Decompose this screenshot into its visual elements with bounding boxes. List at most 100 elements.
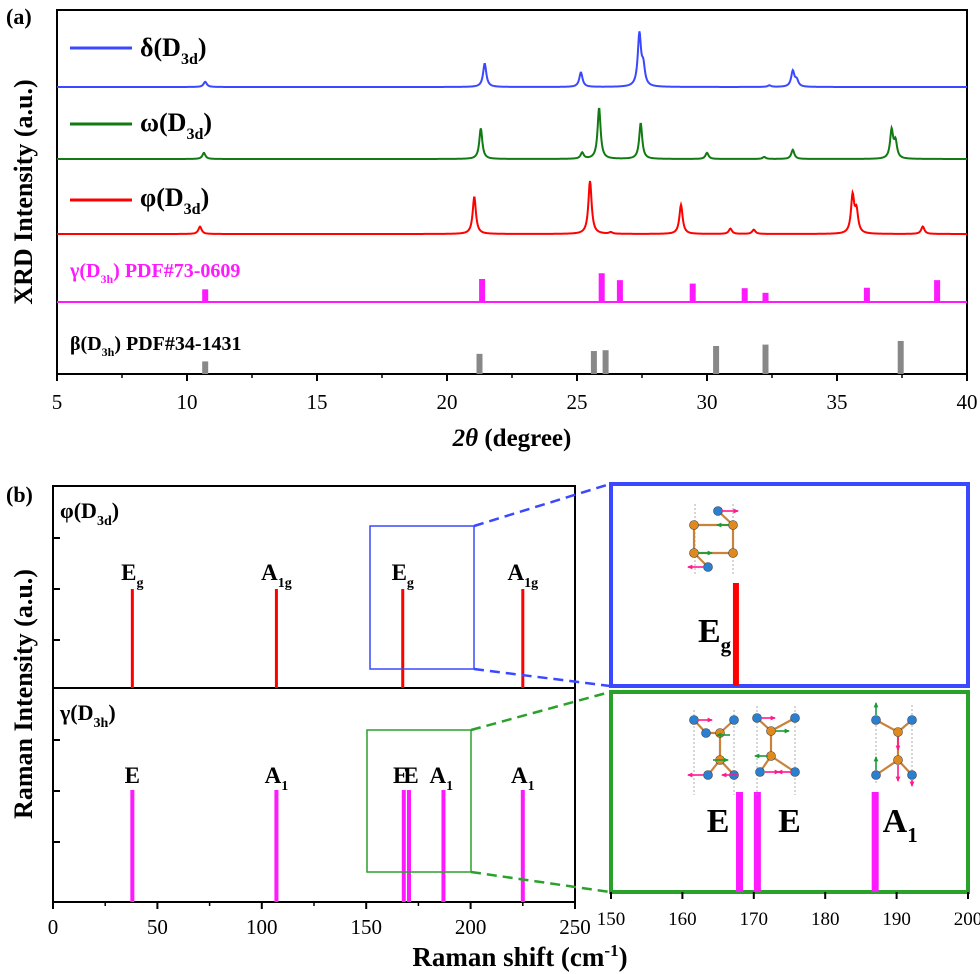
xrd-pattern-omega xyxy=(57,107,967,160)
xrd-panel: (a) 5 10 15 20 25 30 35 40 δ(D3d) ω(D3d) φ(D3d) γ(… xyxy=(6,4,978,452)
raman-gamma-mode-label: E xyxy=(393,763,408,788)
zoom-x-tick-label: 160 xyxy=(668,909,697,930)
xrd-reference-peak-gamma xyxy=(741,288,748,302)
atom xyxy=(790,713,800,723)
atom xyxy=(752,713,762,723)
displacement-arrowhead xyxy=(909,781,915,787)
displacement-arrowhead xyxy=(895,745,901,751)
raman-phi-mode-bar xyxy=(274,589,278,688)
displacement-arrowhead xyxy=(733,508,739,514)
xrd-x-tick-label: 10 xyxy=(177,390,198,414)
xrd-series xyxy=(57,31,967,374)
displacement-arrowhead xyxy=(770,715,776,721)
raman-phi-mode-label: Eg xyxy=(392,560,414,591)
raman-zoom-box-gamma xyxy=(366,729,472,873)
raman-zoom-box-phi xyxy=(369,525,475,670)
zoom-gamma-mode-bar xyxy=(736,792,744,892)
raman-x-tick-label: 0 xyxy=(48,915,59,939)
legend-label-delta: δ(D3d) xyxy=(140,33,207,68)
raman-x-tick-label: 50 xyxy=(147,915,168,939)
zoom-panel-gamma xyxy=(609,690,970,894)
raman-x-tick-label: 100 xyxy=(246,915,278,939)
raman-x-axis-label: Raman shift (cm-1) xyxy=(412,941,627,972)
xrd-reference-peak-gamma xyxy=(616,280,623,302)
xrd-reference-peak-beta xyxy=(897,340,904,374)
displacement-arrowhead xyxy=(784,728,790,734)
raman-phi-label: φ(D3d) xyxy=(60,498,119,529)
xrd-pattern-delta xyxy=(57,31,967,88)
atom xyxy=(766,726,776,736)
zoom-gamma-mode-label: A1 xyxy=(883,803,918,847)
atom xyxy=(728,548,738,558)
xrd-x-tick-label: 25 xyxy=(567,390,588,414)
xrd-pattern-phi xyxy=(57,180,967,235)
xrd-x-tick-label: 5 xyxy=(52,390,63,414)
atom xyxy=(755,767,765,777)
legend-label-phi: φ(D3d) xyxy=(140,183,209,218)
xrd-x-tick-label: 40 xyxy=(957,390,978,414)
raman-gamma-mode-bar xyxy=(407,790,412,902)
xrd-reference-peak-beta xyxy=(602,350,609,374)
raman-gamma-mode-label: A1 xyxy=(265,763,289,794)
displacement-arrowhead xyxy=(895,776,901,782)
raman-gamma-mode-bar xyxy=(274,790,279,902)
atom xyxy=(907,770,917,780)
molecule-e1-gamma xyxy=(687,710,739,795)
xrd-reference-peak-gamma xyxy=(479,279,486,302)
raman-gamma-mode-label: A1 xyxy=(430,763,454,794)
zoom-x-tick-label: 190 xyxy=(882,909,911,930)
zoom-connector xyxy=(470,870,611,894)
zoom-connector xyxy=(473,667,611,688)
atom xyxy=(871,715,881,725)
raman-x-tick-label: 200 xyxy=(455,915,487,939)
raman-gamma-mode-bar xyxy=(130,790,135,902)
displacement-arrowhead xyxy=(873,702,879,708)
atom xyxy=(790,767,800,777)
legend-label-beta: β(D3h) PDF#34-1431 xyxy=(70,333,242,359)
molecule-a1-gamma xyxy=(871,702,917,787)
atom xyxy=(703,562,713,572)
legend-label-gamma: γ(D3h) PDF#73-0609 xyxy=(69,260,240,286)
raman-x-tick-label: 250 xyxy=(559,915,591,939)
raman-y-axis-label: Raman Intensity (a.u.) xyxy=(9,569,38,819)
zoom-connector xyxy=(470,690,611,732)
xrd-y-axis-label: XRD Intensity (a.u.) xyxy=(9,79,38,304)
displacement-arrowhead xyxy=(716,522,722,528)
raman-phi-mode-label: Eg xyxy=(121,560,143,591)
raman-phi-mode-bar xyxy=(401,589,405,688)
zoom-connector xyxy=(473,482,611,528)
raman-phi-mode-bar xyxy=(521,589,525,688)
xrd-reference-peak-gamma xyxy=(762,292,769,302)
displacement-arrowhead xyxy=(687,564,693,570)
xrd-x-axis-label: 2θ (degree) xyxy=(452,425,572,452)
bond xyxy=(770,755,796,773)
displacement-arrowhead xyxy=(707,550,713,556)
atom xyxy=(871,770,881,780)
zoom-gamma-mode-bar xyxy=(871,792,879,892)
xrd-reference-peak-gamma xyxy=(934,280,941,302)
atom xyxy=(701,728,711,738)
displacement-arrowhead xyxy=(777,769,783,775)
atom xyxy=(689,548,699,558)
displacement-arrowhead xyxy=(873,756,879,762)
zoom-x-tick-label: 180 xyxy=(811,909,840,930)
raman-gamma-mode-label: E xyxy=(125,763,140,788)
xrd-x-tick-label: 20 xyxy=(437,390,458,414)
displacement-arrowhead xyxy=(687,772,693,778)
raman-gamma-mode-bar xyxy=(520,790,525,902)
xrd-reference-peak-gamma xyxy=(598,273,605,302)
atom xyxy=(689,520,699,530)
xrd-legend: δ(D3d) ω(D3d) φ(D3d) γ(D3h) PDF#73-0609 β(D3… xyxy=(69,33,242,359)
xrd-x-tick-label: 30 xyxy=(697,390,718,414)
atom xyxy=(893,727,903,737)
displacement-arrowhead xyxy=(721,772,727,778)
xrd-reference-peak-beta xyxy=(762,344,769,374)
raman-gamma-mode-bar xyxy=(441,790,446,902)
panel-b-label: (b) xyxy=(6,482,33,507)
displacement-arrowhead xyxy=(716,732,722,738)
raman-phi-mode-label: A1g xyxy=(261,560,292,591)
zoom-phi-mode-bar xyxy=(732,583,739,686)
